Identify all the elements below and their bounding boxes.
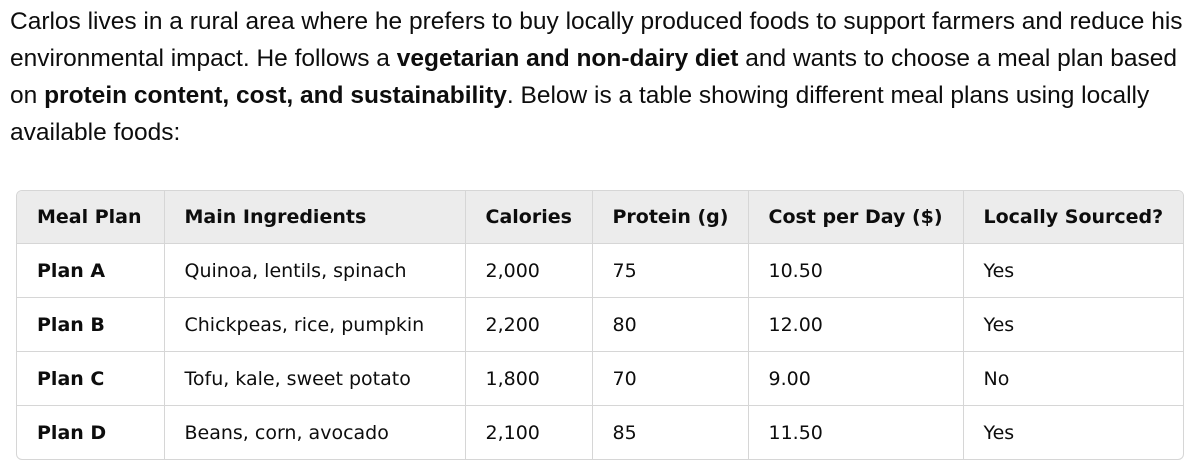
bold-text: vegetarian and non-dairy diet	[396, 45, 739, 72]
bold-text: protein content, cost, and sustainabilit…	[44, 82, 507, 109]
table-row: Plan C Tofu, kale, sweet potato 1,800 70 9.0…	[17, 351, 1183, 406]
table-cell: 2,200	[465, 297, 593, 352]
table-body: Plan A Quinoa, lentils, spinach 2,000 75 10.…	[17, 243, 1183, 459]
table-cell: 80	[592, 297, 749, 352]
table-container: Meal Plan Main Ingredients Calories Protein…	[16, 190, 1184, 460]
table-cell: 70	[592, 351, 749, 406]
intro-paragraph: Carlos lives in a rural area where he pr…	[10, 3, 1198, 151]
table-cell: 75	[592, 243, 749, 298]
table-row: Plan D Beans, corn, avocado 2,100 85 11.50 Ye…	[17, 405, 1183, 459]
column-header: Meal Plan	[17, 191, 165, 244]
column-header: Main Ingredients	[164, 191, 466, 244]
table-cell: Yes	[983, 421, 1015, 444]
text: . Below is a table showing different mea…	[10, 82, 1150, 146]
table-row: Plan A Quinoa, lentils, spinach 2,000 75 10.…	[17, 243, 1183, 298]
table-cell: 1,800	[465, 351, 593, 406]
table-cell: 10.50	[748, 243, 964, 298]
text: Carlos lives in a rural area where he pr…	[10, 8, 1183, 72]
table-cell: No	[963, 351, 1183, 406]
table-cell: 12.00	[748, 297, 964, 352]
table-cell: 2,100	[465, 405, 593, 459]
table-cell: Plan D	[17, 405, 165, 459]
table-cell: Tofu, kale, sweet potato	[164, 351, 466, 406]
column-header: Cost per Day ($)	[748, 191, 964, 244]
meal-plan-table: Meal Plan Main Ingredients Calories Protein…	[17, 191, 1183, 459]
text: and wants to choose a meal plan based on	[10, 45, 1178, 109]
table-cell: Yes	[963, 243, 1183, 298]
table-cell: Plan C	[17, 351, 165, 406]
table-cell: Plan B	[17, 297, 165, 352]
table-cell: Beans, corn, avocado	[164, 405, 466, 459]
column-header: Protein (g)	[592, 191, 749, 244]
table-cell: Yes	[963, 297, 1183, 352]
table-row: Plan B Chickpeas, rice, pumpkin 2,200 80 12.…	[17, 297, 1183, 352]
table-cell: 85	[592, 405, 749, 459]
table-cell: Chickpeas, rice, pumpkin	[164, 297, 466, 352]
table-cell: 9.00	[748, 351, 964, 406]
table-cell: 2,000	[465, 243, 593, 298]
column-header: Locally Sourced?	[963, 191, 1183, 244]
header-row: Meal Plan Main Ingredients Calories Protein…	[17, 191, 1183, 244]
column-header: Calories	[465, 191, 593, 244]
table-cell: Plan A	[17, 243, 165, 298]
table-cell: 11.50	[748, 405, 964, 459]
table-cell: Quinoa, lentils, spinach	[164, 243, 466, 298]
